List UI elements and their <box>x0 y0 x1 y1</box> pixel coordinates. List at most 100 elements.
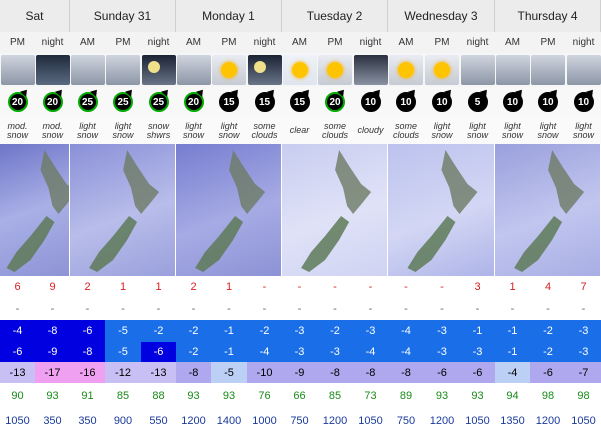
freezing-level-value: 1400 <box>216 414 242 427</box>
summary-text: snow <box>182 129 204 140</box>
wind-direction-icon <box>585 87 596 97</box>
max-temp-value: -1 <box>460 320 495 342</box>
wind-cell: 15 <box>211 87 247 117</box>
wind-cell: 10 <box>388 87 424 117</box>
weather-icon-cell <box>282 53 317 87</box>
snow-map[interactable] <box>176 144 282 276</box>
weather-icon-cell <box>247 53 282 87</box>
snow-cloud-icon <box>460 55 495 85</box>
summary-cell: mod. snow <box>35 117 70 144</box>
min-temp-value: -2 <box>530 342 566 362</box>
wind-speed-badge: 15 <box>254 87 277 112</box>
weather-icon-cell <box>0 53 35 87</box>
chill-value: -8 <box>176 362 211 383</box>
humidity-value: 93 <box>471 390 484 402</box>
day-header[interactable]: Monday 1 <box>176 0 282 32</box>
snow-value: - <box>15 303 20 315</box>
wind-direction-icon <box>89 87 100 97</box>
freezing-level-value: 350 <box>78 414 97 427</box>
rain-value: 4 <box>544 281 552 293</box>
snow-value: - <box>475 303 480 315</box>
freezing-level-value: 1200 <box>429 414 455 427</box>
summary-text: light <box>220 120 238 131</box>
snow-value: - <box>191 303 196 315</box>
snow-map[interactable] <box>388 144 495 276</box>
wind-speed-badge: 10 <box>538 87 560 112</box>
chill-value: -16 <box>70 362 105 383</box>
period-label: AM <box>186 37 201 48</box>
rain-value: 2 <box>190 281 197 293</box>
wind-direction-icon <box>301 87 312 97</box>
wind-speed: 20 <box>329 96 341 108</box>
snow-cloud-icon <box>495 55 530 85</box>
summary-text: some <box>394 120 417 131</box>
min-temp-value: -1 <box>211 342 247 362</box>
rain-value: 6 <box>14 281 21 293</box>
humidity-value: 93 <box>46 390 59 402</box>
max-temp-value: -3 <box>566 320 601 342</box>
period-label: PM <box>115 37 131 48</box>
weather-icon-cell <box>460 53 495 87</box>
sun-cloud-icon <box>425 55 459 85</box>
snow-value: - <box>85 303 90 315</box>
snow-map[interactable] <box>495 144 601 276</box>
wind-speed: 10 <box>364 96 377 108</box>
wind-speed-badge: 20 <box>183 87 206 112</box>
rain-value: 1 <box>155 281 162 293</box>
chill-value: -17 <box>35 362 70 383</box>
summary-cell: mod. snow <box>0 117 35 144</box>
summary-text: clear <box>289 125 310 135</box>
snow-map[interactable] <box>282 144 388 276</box>
period-label: AM <box>398 37 414 48</box>
wind-cell: 20 <box>35 87 70 117</box>
sun-cloud-icon <box>212 55 246 85</box>
weather-icon-cell <box>141 53 176 87</box>
wind-speed-badge: 20 <box>325 87 347 112</box>
summary-text: light <box>185 120 202 131</box>
rain-value: - <box>404 281 408 293</box>
snow-value: - <box>50 303 55 315</box>
freezing-level-value: 1200 <box>535 414 561 427</box>
wind-direction-icon <box>337 87 347 97</box>
wind-speed-badge: 10 <box>432 87 454 112</box>
wind-speed-badge: 25 <box>113 87 135 112</box>
period-row: PM night AM PM night AM PM night AM PM night AM PM ni… <box>0 32 601 53</box>
wind-speed: 20 <box>187 96 200 108</box>
summary-cell: light snow <box>460 117 495 144</box>
day-header[interactable]: Sunday 31 <box>70 0 176 32</box>
wind-cell: 25 <box>105 87 141 117</box>
period-label: night <box>466 37 489 48</box>
wind-speed-badge: 15 <box>289 87 312 112</box>
humidity-value: 91 <box>81 390 94 402</box>
wind-speed: 10 <box>577 96 590 108</box>
day-header[interactable]: Thursday 4 <box>495 0 601 32</box>
max-temp-value: -2 <box>530 320 566 342</box>
summary-text: shwrs <box>146 129 171 140</box>
wind-speed: 25 <box>152 96 165 108</box>
snow-value: - <box>368 303 373 315</box>
freezing-level-value: 1000 <box>252 414 277 427</box>
humidity-value: 88 <box>152 390 165 402</box>
freezing-level-value: 1200 <box>322 414 348 427</box>
period-label: PM <box>221 37 237 48</box>
chill-value: -6 <box>530 362 566 383</box>
snow-map[interactable] <box>0 144 70 276</box>
day-header[interactable]: Tuesday 2 <box>282 0 388 32</box>
rain-value: 7 <box>580 281 587 293</box>
day-header[interactable]: Sat <box>0 0 70 32</box>
summary-text: some <box>323 120 346 131</box>
moon-cloud-icon <box>141 55 176 85</box>
rain-value: - <box>297 281 302 293</box>
day-header[interactable]: Wednesday 3 <box>388 0 495 32</box>
chill-value: -13 <box>141 362 176 383</box>
snow-map[interactable] <box>70 144 176 276</box>
summary-cell: cloudy <box>353 117 388 144</box>
summary-cell: light snow <box>105 117 141 144</box>
wind-speed: 10 <box>506 96 519 108</box>
summary-text: light <box>79 120 96 131</box>
wind-direction-icon <box>195 87 206 97</box>
wind-speed-badge: 20 <box>7 87 30 112</box>
period-label: PM <box>327 37 343 48</box>
wind-speed-badge: 10 <box>396 87 418 112</box>
